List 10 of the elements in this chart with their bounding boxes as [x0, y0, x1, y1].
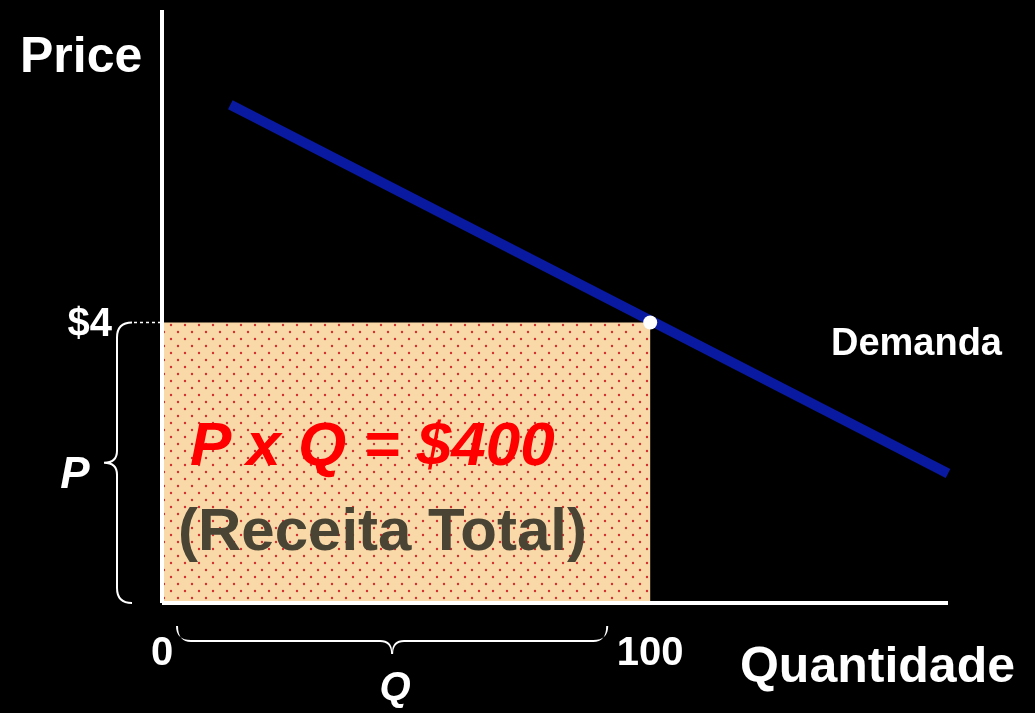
annotation: P x Q = $400 [190, 409, 555, 478]
text: P [60, 448, 91, 497]
series-label: Demanda [830, 321, 1003, 364]
x-axis-title: Quantidade [739, 637, 1015, 693]
text: Q [379, 664, 411, 709]
y-axis-title: Price [20, 27, 143, 83]
x-tick-label: 100 [616, 629, 684, 673]
annotation: (Receita Total) [178, 496, 587, 563]
x-tick-label: 0 [150, 629, 174, 673]
annotation: $4 [67, 300, 113, 345]
